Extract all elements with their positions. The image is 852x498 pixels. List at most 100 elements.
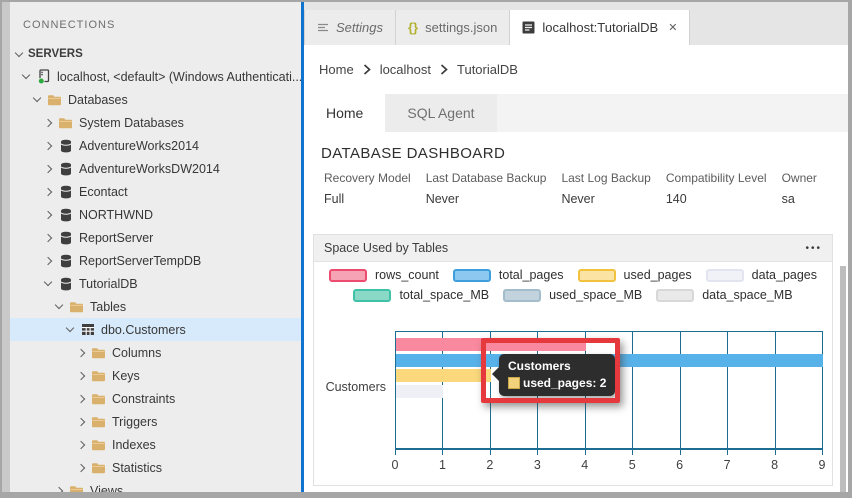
legend-item-data-pages: data_pages: [705, 268, 817, 282]
folder-icon: [91, 370, 106, 382]
tree-item-tables[interactable]: Tables: [10, 295, 301, 318]
folder-icon: [91, 347, 106, 359]
settings-icon: [317, 22, 329, 33]
database-icon: [58, 254, 73, 268]
legend-row: total_space_MB used_space_MB data_space_MB: [314, 288, 832, 302]
tree-item-triggers[interactable]: Triggers: [10, 410, 301, 433]
tick-label-6: 6: [676, 458, 684, 472]
tab-localhost-tutorialdb[interactable]: localhost:TutorialDB ✕: [510, 10, 691, 45]
folder-icon: [91, 393, 106, 405]
panel-title: Space Used by Tables: [324, 241, 449, 255]
tab-label: settings.json: [425, 20, 498, 35]
folder-icon: [69, 485, 84, 492]
tree-item-label: ReportServer: [79, 230, 154, 245]
chevron-down-icon: [14, 48, 24, 57]
chevron-down-icon: [65, 323, 75, 333]
red-annotation-box: [481, 338, 620, 403]
tooltip-series-value: used_pages: 2: [523, 376, 607, 390]
window-frame: CONNECTIONS SERVERS localhost, <default>…: [2, 2, 848, 492]
tab-settings[interactable]: Settings: [304, 10, 396, 45]
tree-item-label: AdventureWorksDW2014: [79, 161, 220, 176]
chevron-right-icon: [43, 256, 53, 265]
sidebar-title: CONNECTIONS: [23, 19, 116, 31]
breadcrumb-item-localhost[interactable]: localhost: [379, 62, 431, 77]
tree-item-adventureworks2014[interactable]: AdventureWorks2014: [10, 134, 301, 157]
tree-item-reportservertempdb[interactable]: ReportServerTempDB: [10, 249, 301, 272]
database-properties: Recovery Model Full Last Database Backup Ne…: [324, 171, 848, 206]
tab-settings-json[interactable]: {} settings.json: [395, 10, 511, 45]
tree-item-label: Columns: [112, 345, 162, 360]
property-label: Compatibility Level: [665, 171, 767, 185]
gridline: [489, 331, 491, 455]
tree-item-label: Indexes: [112, 437, 156, 452]
plot-top-border: [395, 331, 822, 332]
property-label: Last Database Backup: [425, 171, 547, 185]
tree-item-label: Databases: [68, 92, 128, 107]
tree-item-adventureworksdw2014[interactable]: AdventureWorksDW2014: [10, 157, 301, 180]
tree-item-northwnd[interactable]: NORTHWND: [10, 203, 301, 226]
tree-item-label: dbo.Customers: [101, 322, 186, 337]
legend-label: total_pages: [498, 268, 564, 282]
chevron-right-icon: [76, 394, 86, 403]
ellipsis-icon[interactable]: •••: [805, 242, 822, 254]
dashboard-tabs: Home SQL Agent: [304, 94, 848, 132]
legend-label: total_space_MB: [399, 288, 490, 302]
tree-item-dbo-customers[interactable]: dbo.Customers: [10, 318, 301, 341]
legend-row: rows_count total_pages used_pages data_page…: [314, 268, 832, 282]
chevron-right-icon: [43, 233, 53, 242]
dashboard-icon: [522, 21, 535, 34]
tree-item-databases[interactable]: Databases: [10, 88, 301, 111]
chevron-down-icon: [43, 277, 53, 287]
tree-item-label: localhost, <default> (Windows Authentica…: [57, 69, 301, 84]
tick-label-7: 7: [723, 458, 731, 472]
tree-item-indexes[interactable]: Indexes: [10, 433, 301, 456]
tree-item-columns[interactable]: Columns: [10, 341, 301, 364]
tooltip-entry: used_pages: 2: [508, 376, 606, 390]
database-dashboard: DATABASE DASHBOARD Recovery Model Full Las…: [304, 132, 848, 492]
server-icon: [36, 69, 51, 84]
legend-swatch: [452, 268, 491, 282]
property-value: 140: [665, 192, 687, 206]
close-icon[interactable]: ✕: [668, 22, 678, 34]
chevron-sep-icon: [363, 64, 371, 75]
gridline: [774, 331, 776, 455]
folder-icon: [91, 462, 106, 474]
tree-item-tutorialdb[interactable]: TutorialDB: [10, 272, 301, 295]
tick-label-0: 0: [391, 458, 399, 472]
tree-item-localhost-default-windows-authenticati[interactable]: localhost, <default> (Windows Authentica…: [10, 65, 301, 88]
servers-section-label: SERVERS: [28, 48, 83, 60]
legend-item-rows-count: rows_count: [328, 268, 439, 282]
legend-label: rows_count: [374, 268, 439, 282]
dashboard-tab-sql-agent[interactable]: SQL Agent: [385, 94, 497, 132]
tree-item-label: Triggers: [112, 414, 158, 429]
legend-swatch: [328, 268, 367, 282]
chevron-right-icon: [76, 348, 86, 357]
tree-item-statistics[interactable]: Statistics: [10, 456, 301, 479]
tree-item-reportserver[interactable]: ReportServer: [10, 226, 301, 249]
braces-icon: {}: [407, 20, 419, 35]
legend-item-total-pages: total_pages: [452, 268, 564, 282]
tree-item-views[interactable]: Views: [10, 479, 301, 492]
tick-label-4: 4: [581, 458, 589, 472]
breadcrumb-item-home[interactable]: Home: [319, 62, 354, 77]
legend-label: used_space_MB: [549, 288, 643, 302]
tick-label-3: 3: [533, 458, 541, 472]
servers-section-header[interactable]: SERVERS: [10, 43, 301, 65]
sidebar-resize-sash[interactable]: [301, 2, 304, 492]
legend-swatch: [705, 268, 744, 282]
tooltip-title: Customers: [508, 359, 571, 373]
dashboard-tab-home[interactable]: Home: [304, 94, 386, 132]
chevron-down-icon: [54, 300, 64, 310]
vertical-scrollbar[interactable]: [840, 266, 846, 492]
tree-item-econtact[interactable]: Econtact: [10, 180, 301, 203]
tree-item-label: Views: [90, 483, 124, 493]
tab-label: Settings: [336, 20, 383, 35]
tree-item-keys[interactable]: Keys: [10, 364, 301, 387]
property-value: sa: [781, 192, 795, 206]
breadcrumb-item-tutorialdb[interactable]: TutorialDB: [457, 62, 518, 77]
tree-item-system-databases[interactable]: System Databases: [10, 111, 301, 134]
tree-item-label: Constraints: [112, 391, 176, 406]
legend-item-used-pages: used_pages: [577, 268, 692, 282]
tree-item-constraints[interactable]: Constraints: [10, 387, 301, 410]
